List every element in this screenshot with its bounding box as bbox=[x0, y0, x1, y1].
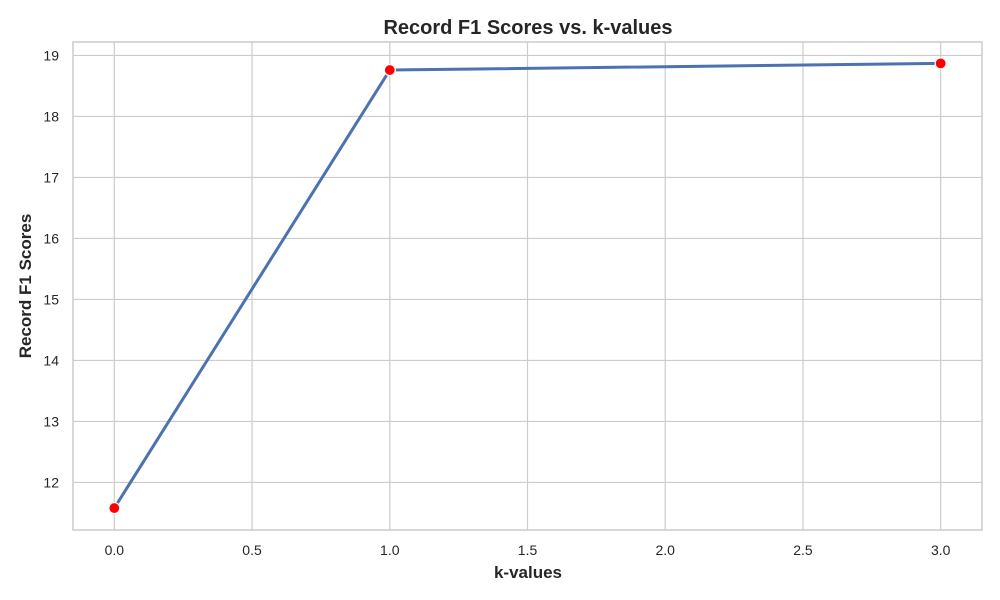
y-tick-labels: 12 13 14 15 16 17 18 19 bbox=[43, 47, 59, 490]
y-tick-label: 18 bbox=[43, 108, 59, 124]
data-point bbox=[934, 57, 947, 70]
y-tick-label: 16 bbox=[43, 230, 59, 246]
x-tick-label: 0.0 bbox=[105, 542, 125, 558]
x-tick-labels: 0.0 0.5 1.0 1.5 2.0 2.5 3.0 bbox=[105, 542, 951, 558]
y-axis-label: Record F1 Scores bbox=[16, 214, 35, 359]
x-tick-label: 2.5 bbox=[793, 542, 813, 558]
y-tick-label: 19 bbox=[43, 47, 59, 63]
grid bbox=[73, 42, 982, 530]
x-tick-label: 2.0 bbox=[655, 542, 675, 558]
x-tick-label: 1.0 bbox=[380, 542, 400, 558]
series-layer bbox=[108, 57, 947, 515]
data-point bbox=[108, 501, 121, 515]
data-point bbox=[383, 63, 396, 77]
x-tick-label: 0.5 bbox=[242, 542, 262, 558]
y-tick-label: 14 bbox=[43, 352, 59, 368]
x-tick-label: 1.5 bbox=[518, 542, 538, 558]
y-tick-label: 15 bbox=[43, 291, 59, 307]
y-tick-label: 17 bbox=[43, 169, 59, 185]
x-tick-label: 3.0 bbox=[931, 542, 951, 558]
x-axis-label: k-values bbox=[494, 563, 562, 582]
y-tick-label: 13 bbox=[43, 413, 59, 429]
plot-frame bbox=[72, 41, 983, 531]
y-tick-label: 12 bbox=[43, 474, 59, 490]
chart-title: Record F1 Scores vs. k-values bbox=[383, 17, 672, 39]
